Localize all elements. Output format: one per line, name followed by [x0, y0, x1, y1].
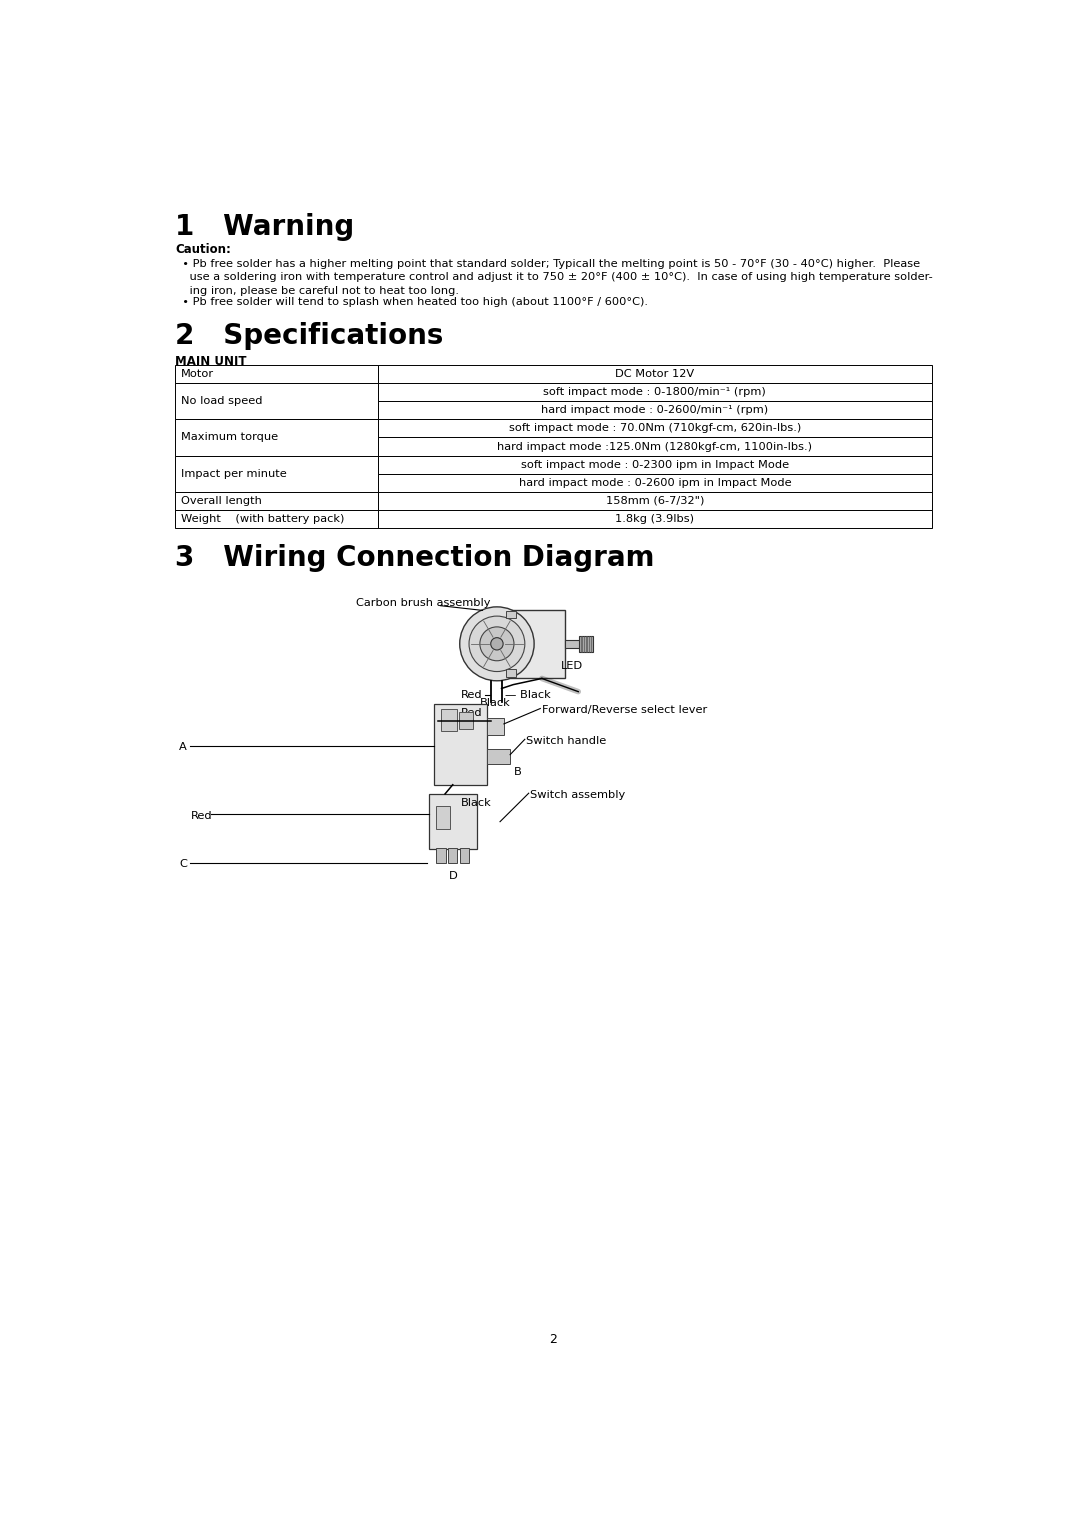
Circle shape [490, 637, 503, 649]
Bar [487, 749, 510, 764]
Text: Switch assembly: Switch assembly [530, 790, 625, 801]
Text: hard impact mode : 0-2600 ipm in Impact Mode: hard impact mode : 0-2600 ipm in Impact … [518, 478, 792, 487]
Text: — Black: — Black [504, 691, 551, 700]
Bar [378, 492, 932, 510]
Text: B: B [514, 767, 522, 778]
Text: Maximum torque: Maximum torque [180, 432, 278, 443]
Bar [175, 384, 378, 419]
Text: soft impact mode : 0-1800/min⁻¹ (rpm): soft impact mode : 0-1800/min⁻¹ (rpm) [543, 387, 766, 397]
Text: hard impact mode :125.0Nm (1280kgf-cm, 1100in-lbs.): hard impact mode :125.0Nm (1280kgf-cm, 1… [498, 442, 812, 451]
Text: 3   Wiring Connection Diagram: 3 Wiring Connection Diagram [175, 544, 654, 571]
Bar [459, 712, 473, 729]
Text: use a soldering iron with temperature control and adjust it to 750 ± 20°F (400 ±: use a soldering iron with temperature co… [175, 272, 933, 283]
Bar [429, 795, 476, 850]
Text: 2   Specifications: 2 Specifications [175, 322, 444, 350]
Text: Forward/Reverse select lever: Forward/Reverse select lever [542, 706, 707, 715]
Bar [175, 419, 378, 455]
Bar [175, 510, 378, 529]
Text: Carbon brush assembly: Carbon brush assembly [356, 597, 490, 608]
Text: 1.8kg (3.9lbs): 1.8kg (3.9lbs) [616, 513, 694, 524]
Circle shape [469, 616, 525, 671]
Circle shape [480, 626, 514, 660]
Text: soft impact mode : 0-2300 ipm in Impact Mode: soft impact mode : 0-2300 ipm in Impact … [521, 460, 788, 469]
Bar [378, 365, 932, 384]
Text: Black: Black [460, 798, 491, 808]
Bar [378, 474, 932, 492]
Text: soft impact mode : 70.0Nm (710kgf-cm, 620in-lbs.): soft impact mode : 70.0Nm (710kgf-cm, 62… [509, 423, 801, 434]
Text: • Pb free solder will tend to splash when heated too high (about 1100°F / 600°C): • Pb free solder will tend to splash whe… [175, 298, 648, 307]
Text: Motor: Motor [180, 370, 214, 379]
Text: C: C [179, 859, 187, 868]
Circle shape [460, 607, 535, 681]
Text: Caution:: Caution: [175, 243, 231, 257]
Bar [507, 669, 515, 677]
Text: Red: Red [461, 707, 483, 718]
Bar [448, 848, 458, 863]
Bar [175, 492, 378, 510]
Text: No load speed: No load speed [180, 396, 262, 406]
Text: Impact per minute: Impact per minute [180, 469, 286, 478]
Bar [507, 611, 515, 619]
Text: A: A [179, 743, 187, 752]
Bar [434, 704, 487, 785]
Bar [436, 848, 446, 863]
Bar [175, 455, 378, 492]
Bar [460, 848, 469, 863]
Text: ing iron, please be careful not to heat too long.: ing iron, please be careful not to heat … [175, 286, 459, 296]
Bar [565, 640, 586, 648]
Text: Red: Red [461, 691, 483, 700]
Text: DC Motor 12V: DC Motor 12V [616, 370, 694, 379]
Text: 2: 2 [550, 1332, 557, 1346]
Text: Black: Black [480, 698, 511, 707]
Text: MAIN UNIT: MAIN UNIT [175, 354, 247, 368]
Text: D: D [449, 871, 458, 882]
Bar [378, 402, 932, 419]
Bar [378, 455, 932, 474]
Bar [487, 718, 504, 735]
Bar [378, 437, 932, 455]
Bar [378, 510, 932, 529]
Bar [441, 709, 457, 730]
Text: Weight    (with battery pack): Weight (with battery pack) [180, 513, 345, 524]
Bar [175, 365, 378, 384]
Text: hard impact mode : 0-2600/min⁻¹ (rpm): hard impact mode : 0-2600/min⁻¹ (rpm) [541, 405, 769, 416]
Bar [579, 636, 593, 651]
Text: Red: Red [191, 811, 213, 821]
Text: Switch handle: Switch handle [526, 736, 607, 746]
Text: 158mm (6-7/32"): 158mm (6-7/32") [606, 495, 704, 506]
Text: Overall length: Overall length [180, 495, 261, 506]
Text: LED: LED [562, 660, 583, 671]
Bar [378, 384, 932, 402]
Bar [435, 805, 449, 828]
Text: • Pb free solder has a higher melting point that standard solder; Typicall the m: • Pb free solder has a higher melting po… [175, 258, 920, 269]
Text: 1   Warning: 1 Warning [175, 212, 354, 240]
Bar [378, 419, 932, 437]
Bar [496, 610, 565, 678]
